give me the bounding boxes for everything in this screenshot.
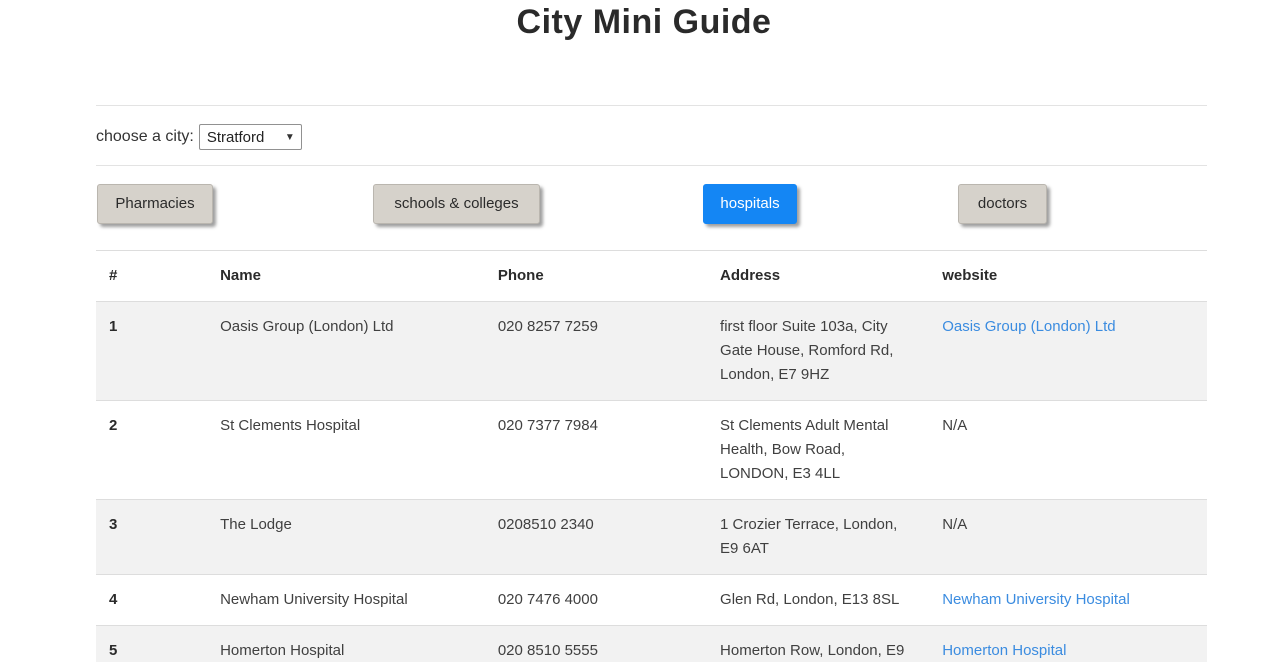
hospitals-button[interactable]: hospitals bbox=[703, 184, 797, 224]
website-na: N/A bbox=[942, 417, 968, 434]
divider-city bbox=[96, 165, 1207, 166]
header-address: Address bbox=[707, 250, 930, 302]
divider-top bbox=[96, 105, 1207, 106]
chevron-down-icon: ▼ bbox=[284, 131, 295, 143]
header-name: Name bbox=[207, 250, 485, 302]
website-link[interactable]: Oasis Group (London) Ltd bbox=[942, 318, 1116, 335]
website-link[interactable]: Homerton Hospital bbox=[942, 642, 1067, 659]
hospital-phone: 020 8510 5555 bbox=[484, 625, 708, 662]
hospital-name: Oasis Group (London) Ltd bbox=[220, 318, 394, 335]
city-selector-row: choose a city: Stratford ▼ bbox=[96, 106, 1207, 165]
hospital-name: The Lodge bbox=[207, 499, 485, 575]
header-website: website bbox=[929, 250, 1207, 302]
hospitals-table: # Name Phone Address website 1 Oasis Gro… bbox=[96, 250, 1207, 662]
main-container: choose a city: Stratford ▼ Pharmacies sc… bbox=[96, 105, 1207, 662]
city-selector-label: choose a city: bbox=[96, 128, 194, 145]
schools-colleges-button[interactable]: schools & colleges bbox=[373, 184, 540, 224]
website-na: N/A bbox=[942, 516, 968, 533]
hospital-address: St Clements Adult Mental Health, Bow Roa… bbox=[707, 400, 930, 500]
table-row: 2 St Clements Hospital 020 7377 7984 St … bbox=[96, 400, 1207, 500]
hospital-phone: 020 7476 4000 bbox=[484, 574, 708, 626]
row-number: 4 bbox=[96, 574, 208, 626]
table-row: 1 Oasis Group (London) Ltd 020 8257 7259… bbox=[96, 301, 1207, 401]
page-title: City Mini Guide bbox=[516, 3, 772, 41]
row-number: 2 bbox=[96, 400, 208, 500]
table-row: 5 Homerton Hospital 020 8510 5555 Homert… bbox=[96, 625, 1207, 662]
table-body: 1 Oasis Group (London) Ltd 020 8257 7259… bbox=[96, 301, 1207, 662]
row-number: 1 bbox=[109, 318, 118, 335]
website-link[interactable]: Newham University Hospital bbox=[942, 591, 1130, 608]
hospital-phone: 020 7377 7984 bbox=[484, 400, 708, 500]
hospital-address: 1 Crozier Terrace, London, E9 6AT bbox=[707, 499, 930, 575]
hospital-name: Homerton Hospital bbox=[207, 625, 485, 662]
header-num: # bbox=[96, 250, 208, 302]
table-header: # Name Phone Address website bbox=[96, 250, 1207, 302]
row-number: 5 bbox=[96, 625, 208, 662]
city-select-value: Stratford bbox=[206, 128, 265, 146]
hospital-address: Glen Rd, London, E13 8SL bbox=[707, 574, 930, 626]
doctors-button[interactable]: doctors bbox=[958, 184, 1047, 224]
category-buttons-row: Pharmacies schools & colleges hospitals … bbox=[96, 184, 1207, 224]
city-select-dropdown[interactable]: Stratford ▼ bbox=[198, 124, 302, 150]
table-row: 4 Newham University Hospital 020 7476 40… bbox=[96, 574, 1207, 626]
row-number: 3 bbox=[96, 499, 208, 575]
table-row: 3 The Lodge 0208510 2340 1 Crozier Terra… bbox=[96, 499, 1207, 575]
pharmacies-button[interactable]: Pharmacies bbox=[97, 184, 213, 224]
hospital-phone: 020 8257 7259 bbox=[497, 318, 598, 335]
hospital-name: Newham University Hospital bbox=[207, 574, 485, 626]
hospital-name: St Clements Hospital bbox=[207, 400, 485, 500]
hospital-address: Homerton Row, London, E9 6SR bbox=[707, 625, 930, 662]
hospital-phone: 0208510 2340 bbox=[484, 499, 708, 575]
header-phone: Phone bbox=[484, 250, 708, 302]
hospital-address: first floor Suite 103a, City Gate House,… bbox=[720, 318, 894, 383]
